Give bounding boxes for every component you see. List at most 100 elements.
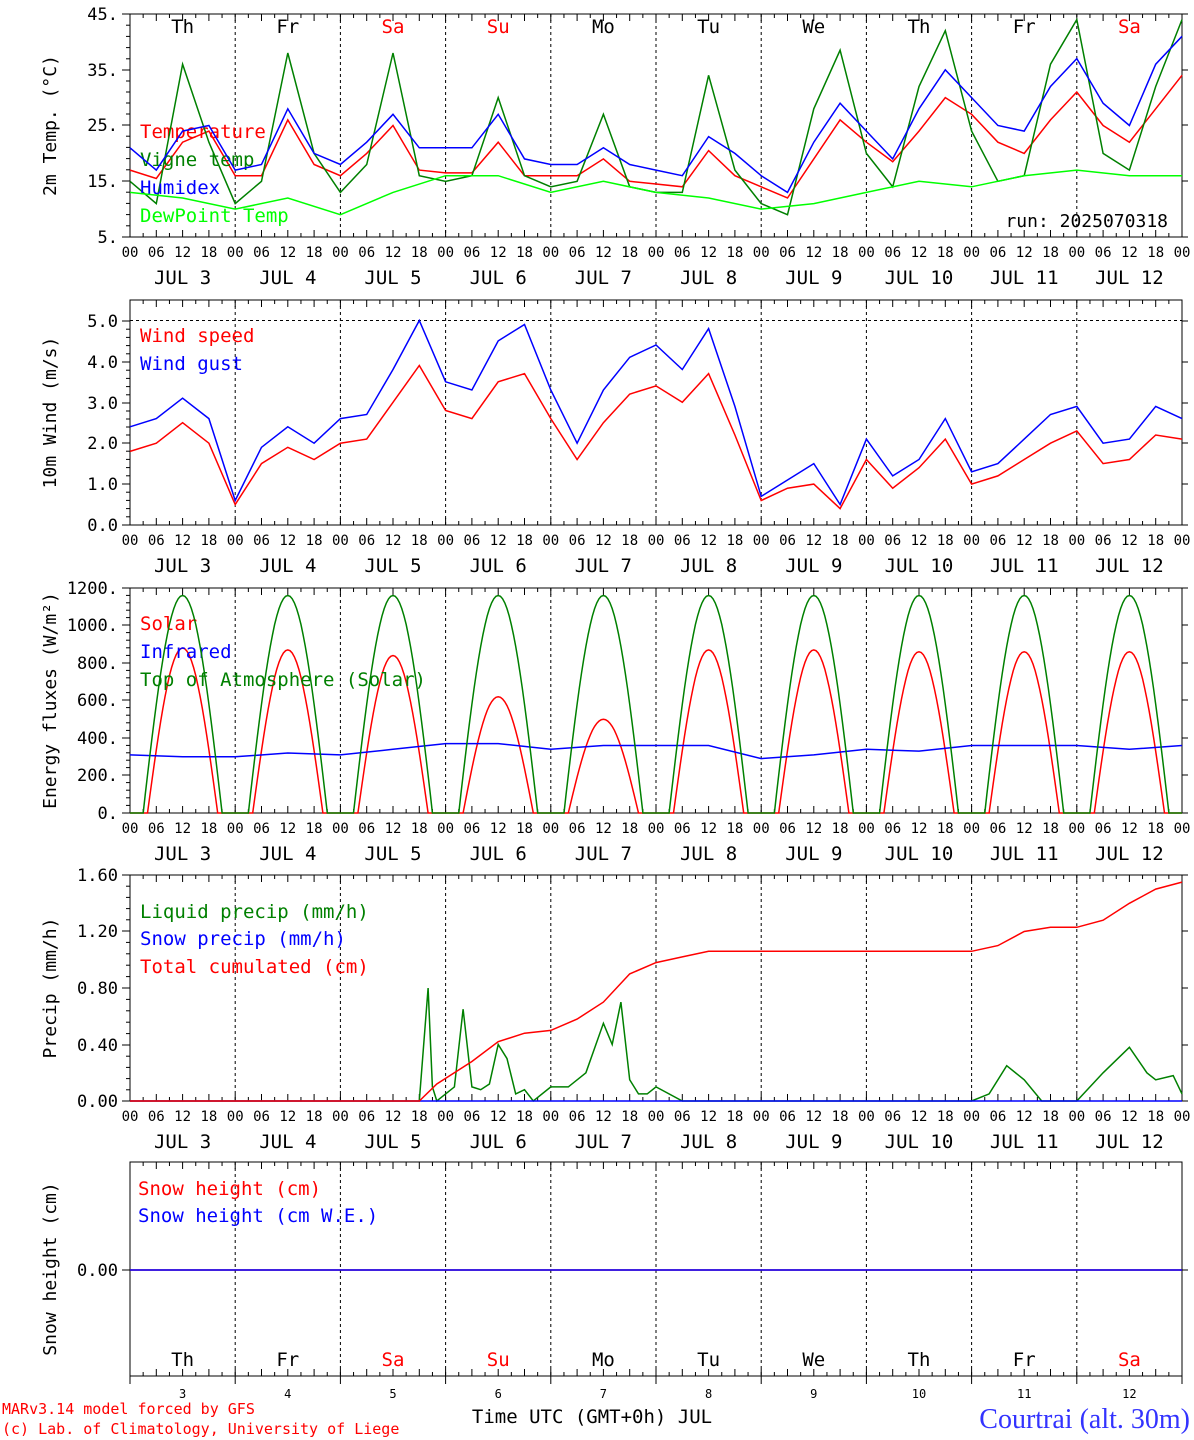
hour-label: 06 bbox=[569, 1109, 586, 1125]
series-line-temperature bbox=[129, 74, 1183, 199]
y-tick-label: 1.60 bbox=[77, 866, 118, 886]
hour-label: 12 bbox=[385, 533, 402, 549]
hour-label: 18 bbox=[832, 1109, 849, 1125]
hour-label: 06 bbox=[884, 533, 901, 549]
hour-label: 12 bbox=[700, 1109, 717, 1125]
hour-label: 00 bbox=[648, 245, 665, 261]
date-label: JUL 9 bbox=[785, 267, 842, 289]
hour-label: 00 bbox=[858, 1109, 875, 1125]
panel-2: 0.0 1.0 2.0 3.0 4.0 5.0 10m Wind (m/s) Wind spe… bbox=[40, 299, 1190, 577]
day-name: Fr bbox=[276, 16, 299, 38]
hour-label: 06 bbox=[1095, 245, 1112, 261]
x-axis-label: Time UTC (GMT+0h) JUL bbox=[472, 1406, 712, 1428]
station-label: Courtrai (alt. 30m) bbox=[979, 1404, 1190, 1435]
hour-label: 12 bbox=[805, 533, 822, 549]
hour-label: 06 bbox=[358, 821, 375, 837]
y-tick-label: 0.00 bbox=[77, 1261, 118, 1281]
hour-label: 06 bbox=[253, 821, 270, 837]
hour-label: 12 bbox=[279, 821, 296, 837]
hour-label: 00 bbox=[227, 245, 244, 261]
day-name: Sa bbox=[1118, 16, 1141, 38]
y-tick-label: 35. bbox=[87, 61, 118, 81]
legend-label: DewPoint Temp bbox=[140, 205, 289, 227]
hour-label: 00 bbox=[437, 245, 454, 261]
run-annotation: run: 2025070318 bbox=[1005, 211, 1168, 232]
hour-label: 12 bbox=[1016, 533, 1033, 549]
hour-label: 12 bbox=[911, 821, 928, 837]
hour-label: 00 bbox=[648, 533, 665, 549]
hour-label: 12 bbox=[174, 533, 191, 549]
hour-label: 18 bbox=[1147, 821, 1164, 837]
hour-label: 12 bbox=[385, 821, 402, 837]
hour-label: 18 bbox=[516, 245, 533, 261]
y-tick-label: 4.0 bbox=[87, 353, 118, 373]
hour-label: 06 bbox=[779, 1109, 796, 1125]
hour-label: 06 bbox=[253, 1109, 270, 1125]
hour-label: 12 bbox=[385, 245, 402, 261]
hour-label: 06 bbox=[1095, 1109, 1112, 1125]
credit-line-1: MARv3.14 model forced by GFS bbox=[2, 1400, 255, 1418]
date-label: JUL 9 bbox=[785, 843, 842, 865]
hour-label: 18 bbox=[411, 533, 428, 549]
hour-label: 18 bbox=[726, 821, 743, 837]
panel-1: 5.15.25.35.45.2m Temp. (°C) TemperatureVi… bbox=[40, 5, 1190, 289]
hour-label: 06 bbox=[463, 821, 480, 837]
hour-label: 18 bbox=[621, 821, 638, 837]
date-label: JUL 7 bbox=[575, 555, 632, 577]
series-line-wind-gust bbox=[129, 318, 1183, 507]
hour-label: 00 bbox=[437, 533, 454, 549]
plot-frame bbox=[129, 299, 1183, 526]
hour-label: 18 bbox=[726, 533, 743, 549]
date-label: JUL 10 bbox=[885, 843, 954, 865]
date-label: JUL 3 bbox=[154, 267, 211, 289]
hour-label: 00 bbox=[753, 1109, 770, 1125]
hour-label: 06 bbox=[674, 533, 691, 549]
day-number: 9 bbox=[810, 1387, 817, 1401]
y-axis-label: Energy fluxes (W/m²) bbox=[40, 592, 61, 809]
series-line-total-cumulated-cm- bbox=[130, 881, 1183, 1102]
hour-label: 06 bbox=[989, 245, 1006, 261]
y-tick-label: 1.0 bbox=[87, 475, 118, 495]
hour-label: 12 bbox=[1016, 821, 1033, 837]
hour-label: 06 bbox=[569, 245, 586, 261]
y-tick-label: 25. bbox=[87, 116, 118, 136]
hour-label: 18 bbox=[1147, 533, 1164, 549]
hour-label: 00 bbox=[858, 245, 875, 261]
date-label: JUL 8 bbox=[680, 267, 737, 289]
hour-label: 00 bbox=[1174, 1109, 1191, 1125]
hour-label: 06 bbox=[779, 821, 796, 837]
date-label: JUL 6 bbox=[470, 555, 527, 577]
hour-label: 18 bbox=[200, 1109, 217, 1125]
y-tick-label: 0.40 bbox=[77, 1036, 118, 1056]
hour-label: 18 bbox=[1147, 1109, 1164, 1125]
hour-label: 12 bbox=[490, 533, 507, 549]
hour-label: 06 bbox=[569, 821, 586, 837]
day-number: 10 bbox=[912, 1387, 926, 1401]
date-label: JUL 9 bbox=[785, 1131, 842, 1153]
hour-label: 18 bbox=[937, 821, 954, 837]
y-tick-label: 5. bbox=[98, 228, 118, 248]
hour-label: 06 bbox=[989, 1109, 1006, 1125]
hour-label: 06 bbox=[1095, 533, 1112, 549]
hour-label: 00 bbox=[753, 533, 770, 549]
hour-label: 06 bbox=[674, 245, 691, 261]
hour-label: 18 bbox=[306, 245, 323, 261]
date-label: JUL 6 bbox=[470, 1131, 527, 1153]
day-name-bottom: Su bbox=[487, 1349, 510, 1371]
hour-label: 06 bbox=[779, 533, 796, 549]
hour-label: 18 bbox=[411, 1109, 428, 1125]
hour-label: 18 bbox=[200, 533, 217, 549]
hour-label: 12 bbox=[805, 1109, 822, 1125]
y-tick-label: 0.00 bbox=[77, 1092, 118, 1112]
hour-label: 12 bbox=[490, 245, 507, 261]
day-name-bottom: Sa bbox=[382, 1349, 405, 1371]
date-label: JUL 9 bbox=[785, 555, 842, 577]
plot-frame bbox=[129, 587, 1183, 814]
series-line-top-of-atmosphere-solar- bbox=[130, 594, 1182, 814]
legend-label: Solar bbox=[140, 613, 197, 635]
hour-label: 00 bbox=[332, 821, 349, 837]
y-tick-label: 15. bbox=[87, 172, 118, 192]
y-axis-label: Precip (mm/h) bbox=[40, 918, 61, 1059]
y-axis-label: 10m Wind (m/s) bbox=[40, 337, 61, 489]
hour-label: 18 bbox=[832, 821, 849, 837]
